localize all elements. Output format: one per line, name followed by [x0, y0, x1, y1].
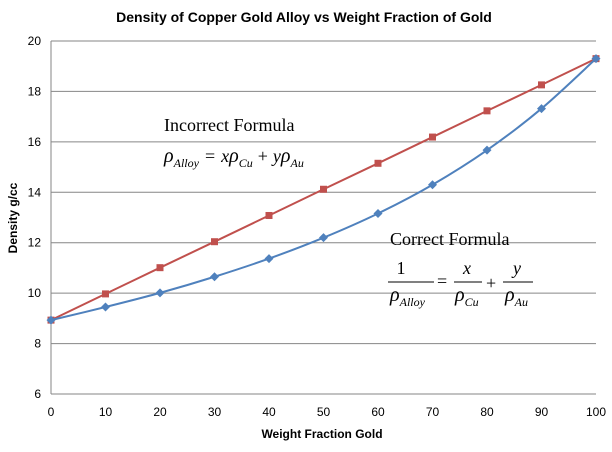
correct-formula-equation: 1 ρAlloy = x ρCu + y ρAu — [388, 258, 533, 309]
correct-formula-annotation: Correct Formula 1 ρAlloy = x ρCu + y ρAu — [388, 229, 533, 309]
series-1-point — [537, 104, 546, 114]
series-1-point — [210, 272, 219, 282]
grid-lines — [51, 40, 596, 345]
y-tick-label: 20 — [28, 34, 42, 48]
x-tick-labels: 0 10 20 30 40 50 60 70 80 90 100 — [48, 405, 607, 419]
series-0-point — [374, 159, 382, 167]
x-tick-label: 20 — [153, 405, 167, 419]
series-1-point — [482, 145, 492, 155]
formula-numerator-x: x — [462, 258, 471, 278]
x-tick-label: 0 — [48, 405, 55, 419]
series-0-point — [429, 133, 436, 141]
series-1-point — [319, 233, 328, 243]
formula-denominator-cu: ρCu — [454, 284, 479, 309]
incorrect-formula-label: Incorrect Formula — [164, 115, 294, 135]
incorrect-formula-equation: ρAlloy = xρCu + yρAu — [163, 145, 304, 170]
y-tick-label: 18 — [28, 84, 42, 98]
y-tick-label: 12 — [28, 236, 42, 250]
x-tick-label: 70 — [426, 405, 440, 419]
series-1-point — [264, 254, 274, 264]
x-tick-label: 100 — [586, 405, 606, 419]
x-tick-label: 90 — [535, 405, 549, 419]
y-tick-label: 6 — [34, 387, 41, 401]
series-0-point — [265, 211, 273, 219]
y-axis-title: Density g/cc — [6, 182, 20, 253]
correct-formula-label: Correct Formula — [390, 229, 509, 249]
series-0-point — [538, 81, 545, 89]
series-0-point — [156, 264, 164, 272]
incorrect-formula-annotation: Incorrect Formula ρAlloy = xρCu + yρAu — [163, 115, 304, 170]
x-tick-label: 50 — [317, 405, 331, 419]
series-1-group — [46, 54, 601, 325]
x-tick-label: 10 — [99, 405, 113, 419]
x-tick-label: 30 — [208, 405, 222, 419]
y-tick-label: 16 — [28, 135, 42, 149]
axes — [50, 41, 596, 395]
y-tick-labels: 6 8 10 12 14 16 18 20 — [28, 34, 42, 401]
x-tick-label: 40 — [262, 405, 276, 419]
formula-numerator-y: y — [511, 258, 521, 278]
chart-title: Density of Copper Gold Alloy vs Weight F… — [116, 9, 492, 25]
series-1-line — [50, 57, 597, 322]
y-tick-label: 14 — [28, 185, 42, 199]
formula-plus: + — [486, 273, 496, 293]
series-1-point — [155, 288, 165, 298]
formula-numerator-one: 1 — [397, 258, 406, 278]
series-layer — [46, 54, 601, 325]
x-axis-title: Weight Fraction Gold — [261, 427, 382, 441]
series-1-point — [428, 180, 437, 190]
series-0-point — [211, 238, 218, 246]
formula-denominator-au: ρAu — [504, 284, 528, 309]
series-1-point — [46, 315, 56, 325]
y-tick-label: 10 — [28, 286, 42, 300]
series-0-point — [483, 107, 491, 115]
series-1-point — [101, 302, 110, 312]
series-1-point — [373, 208, 383, 218]
formula-equals: = — [437, 271, 447, 291]
x-tick-label: 60 — [371, 405, 385, 419]
series-0-point — [102, 290, 109, 298]
series-1-point — [591, 54, 601, 64]
series-0-group — [47, 55, 600, 324]
series-0-point — [320, 185, 327, 193]
y-tick-label: 8 — [34, 337, 41, 351]
x-tick-label: 80 — [480, 405, 494, 419]
formula-denominator-alloy: ρAlloy — [389, 284, 426, 309]
